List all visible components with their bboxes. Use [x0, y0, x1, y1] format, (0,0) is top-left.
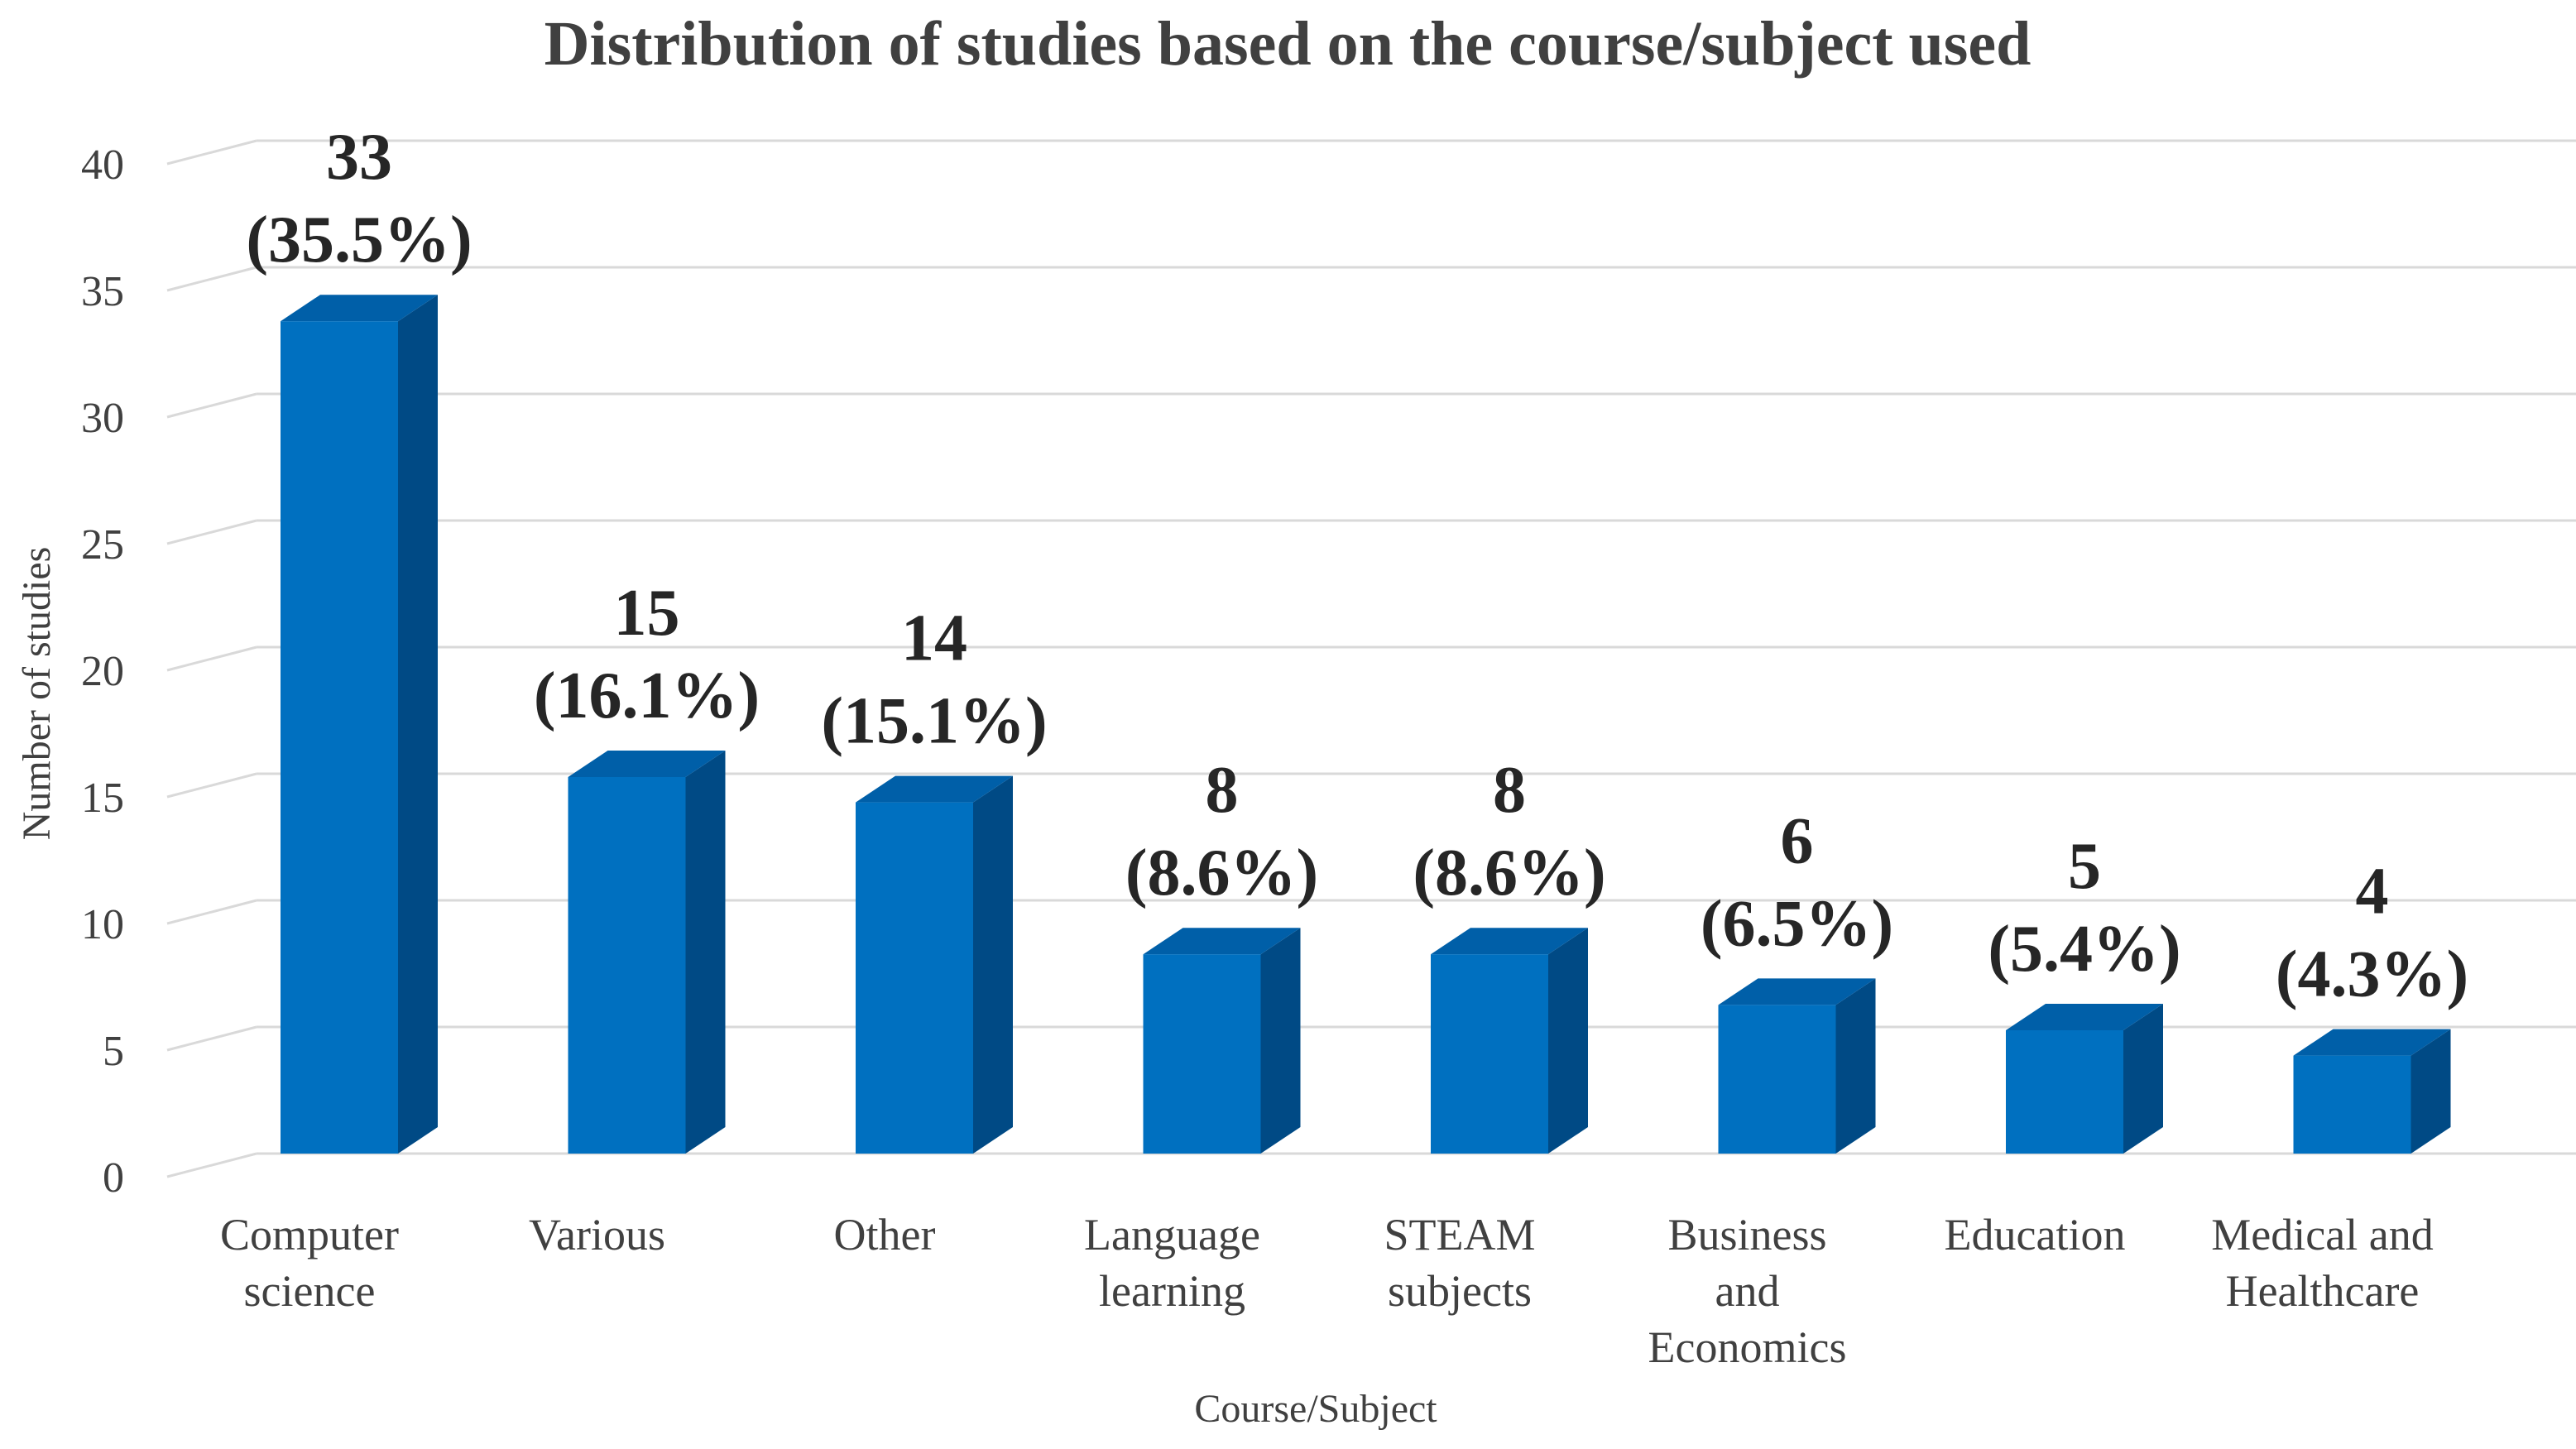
- bar-front: [568, 777, 686, 1154]
- data-label-percent: (16.1%): [534, 660, 760, 732]
- data-label-count: 8: [1493, 754, 1526, 827]
- x-axis-title: Course/Subject: [1194, 1387, 1437, 1431]
- bar-top: [1718, 978, 1876, 1005]
- data-label-count: 14: [901, 602, 967, 675]
- x-category-label: Business and Economics: [1648, 1210, 1847, 1372]
- x-category-label-line: Business: [1667, 1210, 1826, 1259]
- x-category-label-line: Healthcare: [2226, 1266, 2420, 1316]
- gridline-diagonal: [166, 645, 257, 672]
- bar-top: [2293, 1029, 2451, 1056]
- bar-side: [2123, 1004, 2163, 1154]
- bar-top: [568, 751, 726, 777]
- bar: [281, 295, 438, 1154]
- x-category-label-line: Language: [1084, 1210, 1260, 1259]
- y-axis-title: Number of studies: [15, 547, 59, 841]
- bar: [1143, 928, 1301, 1154]
- y-tick-label: 15: [81, 775, 124, 822]
- gridline-diagonal: [166, 899, 257, 925]
- data-label-percent: (35.5%): [246, 204, 472, 276]
- bar-side: [1548, 928, 1588, 1154]
- x-category-label-line: STEAM: [1384, 1210, 1535, 1259]
- bar-front: [856, 802, 973, 1154]
- bar-front: [1143, 954, 1261, 1154]
- x-category-label-line: Economics: [1648, 1322, 1847, 1372]
- bar-top: [2006, 1004, 2163, 1030]
- x-category-label-line: Education: [1945, 1210, 2126, 1259]
- x-category-label-line: science: [244, 1266, 376, 1316]
- x-category-label-line: Computer: [220, 1210, 399, 1259]
- bar-front: [1718, 1005, 1836, 1154]
- gridline-diagonal: [166, 1152, 257, 1178]
- x-category-label: Medical and Healthcare: [2211, 1210, 2433, 1316]
- x-category-label-line: subjects: [1388, 1266, 1532, 1316]
- bar-top: [1431, 928, 1588, 955]
- x-category-labels: Computer science Various Other Language learn…: [220, 1210, 2434, 1372]
- y-tick-label: 10: [81, 901, 124, 948]
- data-label-count: 6: [1781, 804, 1814, 877]
- bar-top: [856, 775, 1013, 803]
- x-category-label: Education: [1945, 1210, 2126, 1259]
- bar-front: [281, 321, 398, 1154]
- bar-side: [1835, 978, 1876, 1154]
- gridline-diagonal: [166, 266, 257, 292]
- y-tick-labels: 0 5 10 15 20 25 30 35 40: [81, 142, 124, 1202]
- bar-front: [1431, 954, 1548, 1154]
- x-category-label-line: Other: [834, 1210, 936, 1259]
- x-category-label: Other: [834, 1210, 936, 1259]
- gridlines: [166, 139, 2576, 1178]
- data-label-percent: (5.4%): [1988, 913, 2180, 986]
- bar: [2006, 1004, 2163, 1154]
- y-tick-label: 40: [81, 142, 124, 189]
- data-label-percent: (8.6%): [1125, 837, 1318, 909]
- bar: [2293, 1029, 2451, 1154]
- bar: [1718, 978, 1876, 1154]
- bar: [568, 751, 726, 1154]
- data-label-percent: (15.1%): [821, 685, 1047, 758]
- y-tick-label: 20: [81, 648, 124, 695]
- bar: [1431, 928, 1588, 1154]
- x-category-label-line: Medical and: [2211, 1210, 2433, 1259]
- x-category-label: Various: [529, 1210, 665, 1259]
- data-label-percent: (8.6%): [1413, 837, 1605, 909]
- x-category-label: Language learning: [1084, 1210, 1260, 1316]
- data-label-count: 15: [614, 577, 680, 650]
- bar-side: [973, 775, 1013, 1154]
- bar-side: [685, 751, 726, 1154]
- y-tick-label: 0: [103, 1154, 124, 1202]
- y-tick-label: 35: [81, 268, 124, 315]
- bar: [856, 775, 1013, 1154]
- bar-top: [281, 295, 438, 322]
- gridline-diagonal: [166, 392, 257, 419]
- chart-title: Distribution of studies based on the cou…: [544, 9, 2032, 79]
- data-labels: 33 (35.5%) 15 (16.1%) 14 (15.1%) 8 (8.6%) 8 (8.6%…: [246, 121, 2468, 1010]
- bar-front: [2006, 1030, 2123, 1154]
- bars: [281, 295, 2451, 1154]
- bar-front: [2293, 1055, 2411, 1154]
- gridline-diagonal: [166, 139, 257, 166]
- x-category-label-line: Various: [529, 1210, 665, 1259]
- bar-side: [2411, 1029, 2451, 1154]
- x-category-label-line: learning: [1099, 1266, 1245, 1316]
- gridline-diagonal: [166, 1025, 257, 1052]
- data-label-count: 4: [2356, 856, 2389, 928]
- data-label-count: 8: [1206, 754, 1239, 827]
- bar-side: [398, 295, 438, 1154]
- data-label-count: 33: [326, 121, 392, 194]
- y-tick-label: 5: [103, 1028, 124, 1075]
- x-category-label-line: and: [1715, 1266, 1780, 1316]
- data-label-count: 5: [2068, 830, 2101, 903]
- data-label-percent: (4.3%): [2276, 938, 2468, 1011]
- gridline-diagonal: [166, 519, 257, 545]
- gridline-diagonal: [166, 772, 257, 799]
- y-tick-label: 30: [81, 395, 124, 442]
- data-label-percent: (6.5%): [1701, 887, 1893, 960]
- x-category-label: Computer science: [220, 1210, 399, 1316]
- bar-top: [1143, 928, 1301, 955]
- y-tick-label: 25: [81, 521, 124, 569]
- x-category-label: STEAM subjects: [1384, 1210, 1535, 1316]
- bar-side: [1260, 928, 1301, 1154]
